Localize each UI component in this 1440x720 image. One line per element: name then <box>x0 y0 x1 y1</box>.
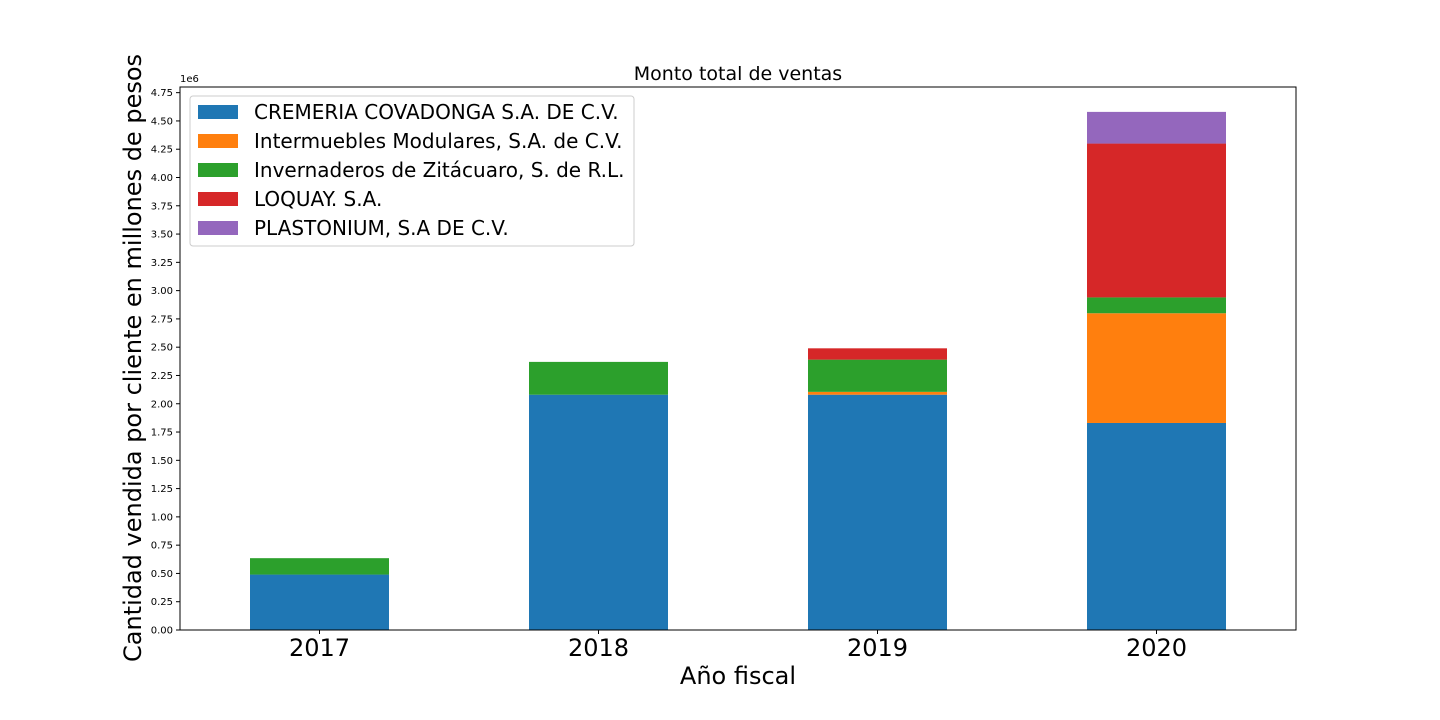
y-tick-label: 0.75 <box>151 541 173 552</box>
bar-segment-2019-series-3 <box>808 348 947 360</box>
y-tick-label: 4.75 <box>151 88 173 99</box>
y-tick-label: 4.00 <box>151 173 173 184</box>
bar-segment-2018-series-0 <box>529 394 668 630</box>
x-axis-ticks: 2017 2018 2019 2020 <box>289 630 1187 662</box>
bar-segment-2019-series-2 <box>808 359 947 392</box>
y-tick-label: 4.50 <box>151 116 173 127</box>
x-tick-label-2017: 2017 <box>289 634 350 662</box>
bar-segment-2020-series-2 <box>1087 297 1226 314</box>
legend-swatch-4 <box>198 221 238 235</box>
chart-title: Monto total de ventas <box>634 63 842 85</box>
y-tick-label: 2.00 <box>151 399 173 410</box>
y-tick-label: 2.25 <box>151 371 173 382</box>
bar-segment-2020-series-3 <box>1087 143 1226 298</box>
y-tick-label: 3.75 <box>151 201 173 212</box>
y-tick-label: 0.50 <box>151 569 173 580</box>
y-axis-ticks: 0.00 0.25 0.50 0.75 1.00 1.25 1.50 1.75 2.00 2.25… <box>151 88 180 637</box>
bar-segment-2017-series-2 <box>250 558 389 575</box>
bar-segment-2020-series-4 <box>1087 111 1226 144</box>
legend-label-3: LOQUAY. S.A. <box>254 187 382 211</box>
y-tick-label: 0.25 <box>151 597 173 608</box>
x-tick-label-2019: 2019 <box>847 634 908 662</box>
y-axis-title: Cantidad vendida por cliente en millones… <box>119 54 147 662</box>
legend-swatch-3 <box>198 192 238 206</box>
y-tick-label: 1.00 <box>151 512 173 523</box>
y-tick-label: 1.25 <box>151 484 173 495</box>
y-tick-label: 3.25 <box>151 258 173 269</box>
bar-segment-2019-series-0 <box>808 394 947 630</box>
x-tick-label-2020: 2020 <box>1126 634 1187 662</box>
legend-swatch-1 <box>198 134 238 148</box>
y-tick-label: 1.50 <box>151 456 173 467</box>
legend-label-4: PLASTONIUM, S.A DE C.V. <box>254 216 509 240</box>
bar-segment-2020-series-0 <box>1087 422 1226 630</box>
y-tick-label: 0.00 <box>151 626 173 637</box>
y-axis-offset-text: 1e6 <box>180 74 199 85</box>
y-tick-label: 3.50 <box>151 230 173 241</box>
y-tick-label: 1.75 <box>151 428 173 439</box>
legend-swatch-0 <box>198 105 238 119</box>
legend-label-0: CREMERIA COVADONGA S.A. DE C.V. <box>254 100 619 124</box>
bar-segment-2017-series-0 <box>250 574 389 630</box>
legend: CREMERIA COVADONGA S.A. DE C.V. Intermueb… <box>189 95 635 247</box>
x-tick-label-2018: 2018 <box>568 634 629 662</box>
bar-segment-2018-series-2 <box>529 361 668 395</box>
y-tick-label: 3.00 <box>151 286 173 297</box>
legend-box <box>189 95 635 247</box>
y-tick-label: 2.75 <box>151 314 173 325</box>
bars-layer <box>250 111 1226 630</box>
bar-segment-2020-series-1 <box>1087 313 1226 423</box>
bar-segment-2019-series-1 <box>808 391 947 395</box>
legend-label-1: Intermuebles Modulares, S.A. de C.V. <box>254 129 623 153</box>
y-tick-label: 2.50 <box>151 343 173 354</box>
x-axis-title: Año fiscal <box>680 662 796 690</box>
plot-area-frame <box>179 86 1297 631</box>
y-tick-label: 4.25 <box>151 145 173 156</box>
legend-label-2: Invernaderos de Zitácuaro, S. de R.L. <box>254 158 625 182</box>
legend-swatch-2 <box>198 163 238 177</box>
